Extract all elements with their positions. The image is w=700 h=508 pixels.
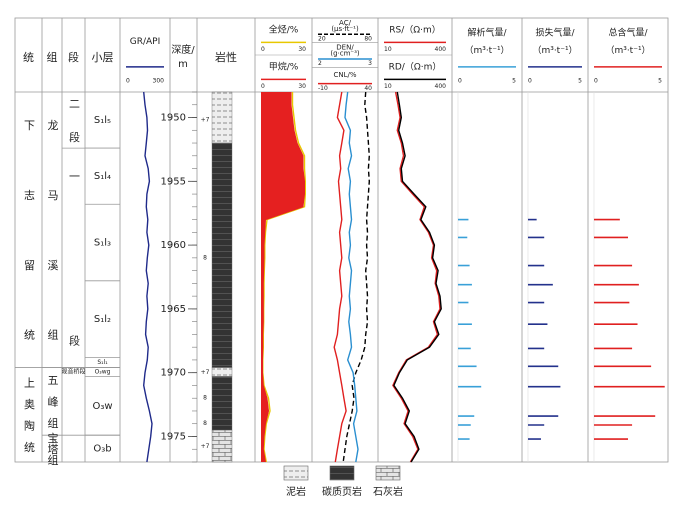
scale-label: 20	[318, 35, 326, 42]
scale-label: 0	[261, 46, 265, 53]
legend-swatch	[329, 465, 355, 481]
curve-name: RD/（Ω·m）	[389, 61, 442, 72]
curve-unit: （m³·t⁻¹）	[464, 45, 509, 56]
lithology-interval	[211, 376, 233, 431]
depth-header: m	[178, 59, 188, 70]
curve-fill	[261, 92, 305, 462]
cell-label: 二段	[68, 98, 81, 166]
column-header: 段	[68, 50, 79, 64]
scale-label: 80	[364, 35, 372, 42]
cell-label: 宝塔组	[46, 431, 59, 465]
curve-name: GR/API	[130, 37, 161, 47]
depth-header: 深度/	[171, 43, 195, 56]
scale-label: 10	[384, 83, 392, 90]
cell-label: 龙马溪组	[46, 119, 59, 399]
lithology-mark: +7	[201, 117, 210, 124]
lithology-interval	[211, 91, 233, 144]
table-frame	[14, 17, 669, 463]
log-curve	[262, 92, 306, 463]
curve-name: 损失气量/	[535, 26, 575, 38]
lithology-mark: +7	[201, 443, 210, 450]
cell-label: S₁l₁	[97, 359, 108, 366]
scale-label: 0	[261, 83, 265, 90]
curve-name: AC/	[339, 19, 352, 27]
column-header: 统	[23, 51, 34, 64]
curve-unit: (g·cm⁻³)	[330, 50, 360, 58]
legend-label: 石灰岩	[373, 485, 403, 498]
depth-label: 1960	[161, 240, 186, 251]
lithology-interval	[211, 429, 233, 463]
cell-label: S₁l₄	[94, 171, 111, 182]
curve-name: 全烃/%	[269, 23, 299, 35]
cell-label: S₁l₅	[94, 115, 111, 126]
log-curve	[344, 91, 359, 463]
lithology-mark: 8	[203, 254, 207, 261]
log-curve	[393, 91, 442, 463]
cell-label: 下志留统	[23, 120, 36, 399]
depth-label: 1975	[161, 431, 186, 442]
scale-label: 400	[435, 46, 447, 53]
scale-label: 0	[594, 77, 598, 84]
curve-unit: （m³·t⁻¹）	[605, 45, 650, 56]
legend-swatch	[283, 465, 309, 481]
cell-label: 五峰组	[46, 374, 59, 439]
lithology-mark: 8	[203, 420, 207, 427]
column-header: 小层	[92, 51, 114, 64]
legend-label: 泥岩	[286, 485, 306, 498]
cell-label: 观音桥段	[61, 368, 85, 376]
scale-label: 2	[318, 60, 322, 67]
curve-unit: （m³·t⁻¹）	[532, 45, 577, 56]
scale-label: 5	[512, 77, 516, 84]
depth-label: 1950	[161, 113, 186, 124]
lithology-interval	[211, 142, 233, 368]
curve-unit: (μs·ft⁻¹)	[331, 25, 359, 33]
depth-label: 1955	[161, 176, 186, 187]
cell-label: O₃b	[93, 444, 111, 455]
depth-label: 1965	[161, 304, 186, 315]
curve-name: 甲烷/%	[269, 60, 299, 72]
log-curve	[142, 91, 153, 463]
legend-swatch	[375, 465, 401, 481]
cell-label: 一段	[68, 170, 81, 499]
scale-label: 30	[298, 83, 306, 90]
scale-label: 40	[364, 85, 372, 92]
log-curve	[333, 91, 347, 463]
column-header: 岩性	[215, 50, 237, 64]
log-curve	[342, 91, 371, 463]
scale-label: 30	[298, 46, 306, 53]
log-curve	[262, 92, 305, 463]
legend-label: 碳质页岩	[322, 485, 362, 498]
scale-label: 0	[126, 77, 130, 84]
cell-label: O₃wg	[95, 369, 111, 376]
curve-name: DEN/	[336, 44, 354, 52]
cell-label: 上奥陶统	[23, 377, 36, 463]
scale-label: 10	[384, 46, 392, 53]
scale-label: 5	[578, 77, 582, 84]
depth-label: 1970	[161, 368, 186, 379]
scale-label: 0	[458, 77, 462, 84]
curve-name: 总含气量/	[608, 26, 648, 38]
scale-label: 400	[435, 83, 447, 90]
scale-label: 3	[368, 60, 372, 67]
scale-label: 300	[153, 77, 165, 84]
cell-label: S₁l₂	[94, 314, 111, 325]
curve-name: 解析气量/	[467, 26, 507, 38]
log-curve	[392, 91, 441, 463]
scale-label: 0	[528, 77, 532, 84]
lithology-interval	[211, 367, 233, 377]
curve-name: CNL/%	[333, 71, 356, 79]
column-header: 组	[47, 50, 58, 64]
scale-label: -10	[318, 85, 328, 92]
lithology-mark: 8	[203, 395, 207, 402]
curve-name: RS/（Ω·m）	[389, 24, 441, 35]
cell-label: O₃w	[92, 401, 112, 412]
cell-label: S₁l₃	[94, 238, 111, 249]
scale-label: 5	[658, 77, 662, 84]
lithology-mark: +7	[201, 369, 210, 376]
